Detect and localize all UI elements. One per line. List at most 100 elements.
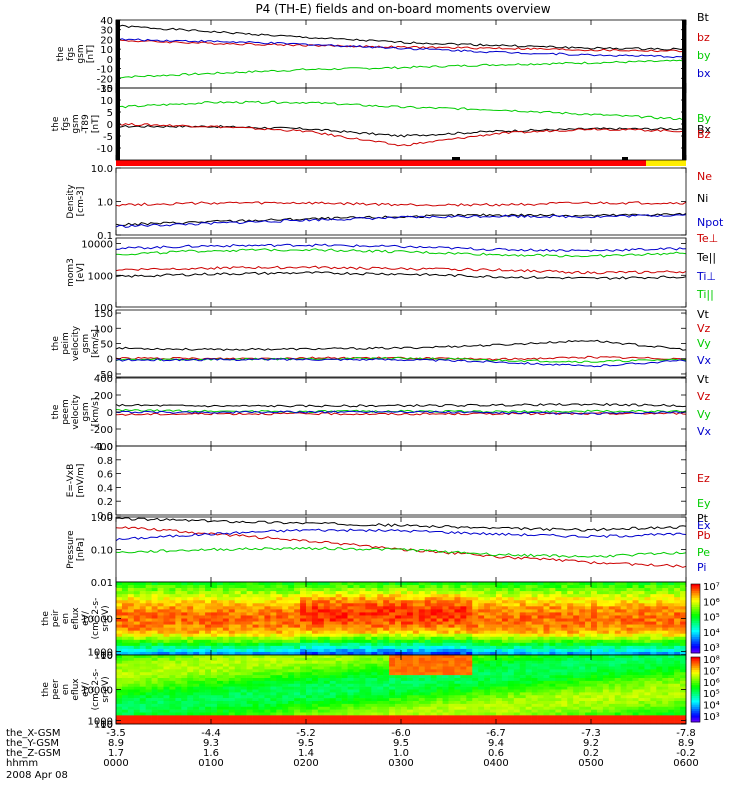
spectrogram-cell xyxy=(294,678,301,682)
spectrogram-cell xyxy=(389,680,396,685)
y-tick-label: 0.4 xyxy=(97,483,113,494)
spectrogram-cell xyxy=(436,701,443,705)
spectrogram-cell xyxy=(484,715,491,719)
spectrogram-cell xyxy=(466,627,473,631)
spectrogram-cell xyxy=(252,645,259,650)
spectrogram-cell xyxy=(359,633,366,638)
spectrogram-cell xyxy=(258,672,265,676)
spectrogram-cell xyxy=(389,669,396,673)
spectrogram-cell xyxy=(496,639,503,644)
spectrogram-cell xyxy=(181,612,188,616)
spectrogram-cell xyxy=(579,678,586,682)
spectrogram-cell xyxy=(579,627,586,631)
spectrogram-cell xyxy=(187,627,194,631)
spectrogram-cell xyxy=(383,680,390,685)
spectrogram-cell xyxy=(591,703,598,708)
spectrogram-cell xyxy=(317,594,325,598)
spectrogram-cell xyxy=(662,675,669,679)
spectrogram-cell xyxy=(116,645,123,650)
spectrogram-cell xyxy=(573,600,580,604)
spectrogram-cell xyxy=(145,642,152,647)
spectrogram-cell xyxy=(359,701,366,705)
spectrogram-cell xyxy=(549,701,556,705)
spectrogram-cell xyxy=(519,695,526,699)
spectrogram-cell xyxy=(205,715,212,719)
spectrogram-cell xyxy=(199,657,206,662)
spectrogram-cell xyxy=(264,701,271,705)
spectrogram-cell xyxy=(656,609,663,613)
spectrogram-cell xyxy=(614,701,621,705)
ephemeris-value: 1.7 xyxy=(108,748,124,759)
spectrogram-cell xyxy=(412,678,420,682)
spectrogram-cell xyxy=(561,698,568,702)
spectrogram-cell xyxy=(371,648,378,653)
spectrogram-cell xyxy=(288,701,295,705)
spectrogram-cell xyxy=(347,597,354,601)
spectrogram-cell xyxy=(181,633,188,638)
spectrogram-cell xyxy=(668,715,675,719)
spectrogram-cell xyxy=(484,709,491,713)
spectrogram-cell xyxy=(288,624,295,628)
spectrogram-cell xyxy=(608,597,616,601)
spectrogram-cell xyxy=(371,692,378,696)
spectrogram-cell xyxy=(341,712,348,716)
spectrogram-cell xyxy=(662,591,669,595)
spectrogram-cell xyxy=(680,703,687,708)
spectrogram-cell xyxy=(347,669,354,673)
spectrogram-cell xyxy=(193,594,200,598)
spectrogram-cell xyxy=(163,706,170,710)
spectrogram-cell xyxy=(525,588,532,592)
spectrogram-cell xyxy=(424,683,431,687)
spectrogram-cell xyxy=(585,651,592,656)
spectrogram-cell xyxy=(549,639,556,644)
spectrogram-cell xyxy=(430,695,437,699)
spectrogram-cell xyxy=(644,715,651,719)
spectrogram-cell xyxy=(418,651,426,656)
spectrogram-cell xyxy=(507,660,515,664)
spectrogram-cell xyxy=(133,633,141,638)
spectrogram-cell xyxy=(175,618,182,622)
spectrogram-cell xyxy=(561,657,568,662)
spectrogram-cell xyxy=(561,594,568,598)
spectrogram-cell xyxy=(199,672,206,676)
spectrogram-cell xyxy=(353,692,360,696)
spectrogram-cell xyxy=(454,692,461,696)
spectrogram-cell xyxy=(306,692,313,696)
legend-label: Vx xyxy=(697,354,712,367)
spectrogram-cell xyxy=(668,585,675,589)
spectrogram-cell xyxy=(412,588,420,592)
spectrogram-cell xyxy=(377,655,384,659)
spectrogram-cell xyxy=(596,591,604,595)
spectrogram-cell xyxy=(353,588,360,592)
spectrogram-cell xyxy=(579,615,586,619)
spectrogram-cell xyxy=(638,680,645,685)
spectrogram-cell xyxy=(454,651,461,656)
spectrogram-cell xyxy=(401,582,408,586)
spectrogram-cell xyxy=(525,624,532,628)
spectrogram-cell xyxy=(555,683,562,687)
spectrogram-cell xyxy=(317,582,325,586)
spectrogram-cell xyxy=(151,639,158,644)
spectrogram-cell xyxy=(401,689,408,693)
colorbar-segment xyxy=(691,700,700,703)
spectrogram-cell xyxy=(270,703,277,708)
spectrogram-cell xyxy=(181,706,188,710)
spectrogram-cell xyxy=(602,651,610,656)
spectrogram-cell xyxy=(638,666,645,670)
spectrogram-cell xyxy=(436,624,443,628)
spectrogram-cell xyxy=(240,657,247,662)
spectrogram-cell xyxy=(406,683,414,687)
spectrogram-cell xyxy=(626,709,633,713)
spectrogram-cell xyxy=(347,698,354,702)
spectrogram-cell xyxy=(608,703,616,708)
spectrogram-cell xyxy=(157,594,164,598)
spectrogram-cell xyxy=(395,606,402,610)
y-axis-label: the xyxy=(51,404,61,419)
spectrogram-cell xyxy=(139,591,146,595)
spectrogram-cell xyxy=(442,686,449,690)
spectrogram-cell xyxy=(424,591,431,595)
spectrogram-cell xyxy=(121,715,129,719)
spectrogram-cell xyxy=(448,594,455,598)
spectrogram-cell xyxy=(252,655,259,659)
spectrogram-cell xyxy=(454,597,461,601)
